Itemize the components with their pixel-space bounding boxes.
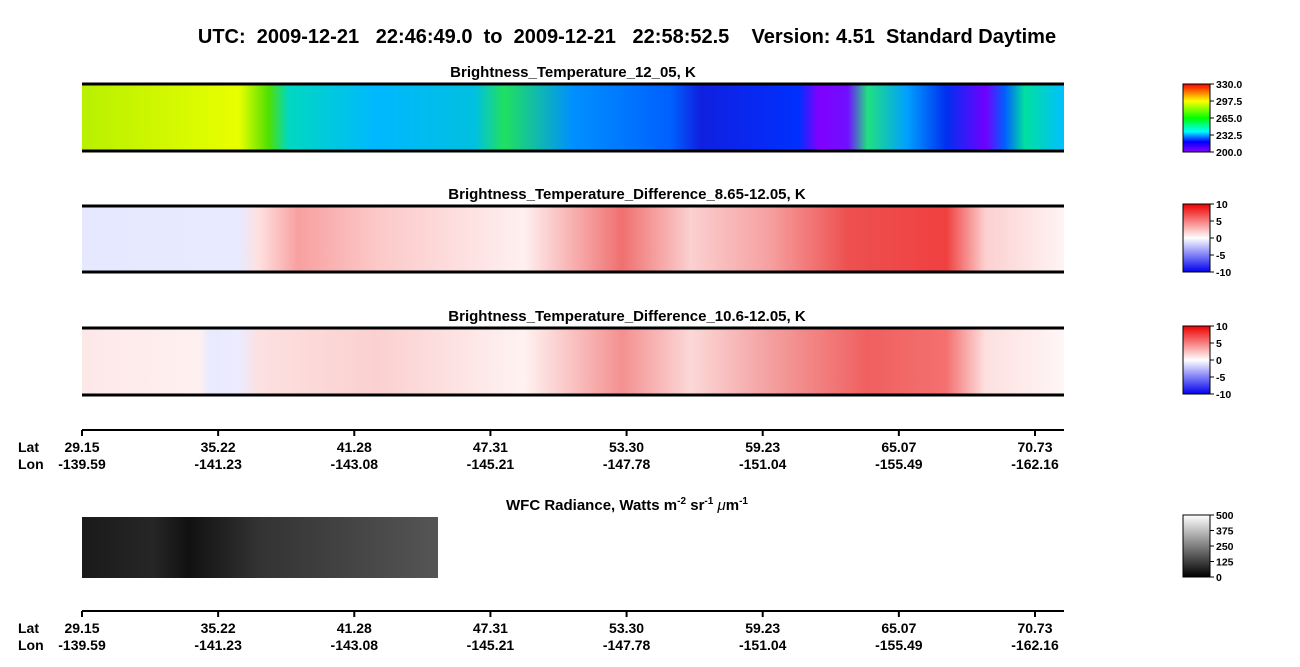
title-part: m — [726, 497, 739, 514]
axis-label: Lat — [18, 439, 39, 455]
lon-label: -155.49 — [875, 456, 923, 472]
lon-label: -145.21 — [467, 456, 515, 472]
lon-label: -139.59 — [58, 456, 106, 472]
page-title: UTC: 2009-12-21 22:46:49.0 to 2009-12-21… — [198, 26, 1056, 48]
colorbar-label: 250 — [1216, 541, 1234, 553]
colorbar-label: 0 — [1216, 233, 1222, 245]
colorbar-label: 297.5 — [1216, 96, 1242, 108]
colorbar — [1182, 83, 1211, 153]
lon-label: -147.78 — [603, 637, 651, 653]
colorbar — [1182, 325, 1211, 395]
lon-label: -162.16 — [1011, 637, 1059, 653]
lon-label: -143.08 — [331, 637, 379, 653]
panel-title: Brightness_Temperature_12_05, K — [450, 64, 696, 81]
axis-label: Lon — [18, 456, 44, 472]
lon-label: -155.49 — [875, 637, 923, 653]
colorbar-label: 10 — [1216, 321, 1228, 333]
colorbar-label: -5 — [1216, 250, 1225, 262]
lon-label: -151.04 — [739, 456, 787, 472]
lat-label: 29.15 — [64, 620, 99, 636]
colorbar-label: 0 — [1216, 572, 1222, 584]
panel-title: Brightness_Temperature_Difference_8.65-1… — [448, 186, 806, 203]
colorbar-label: 5 — [1216, 338, 1222, 350]
colorbar-label: 5 — [1216, 216, 1222, 228]
lat-label: 35.22 — [201, 439, 236, 455]
lat-label: 70.73 — [1017, 439, 1052, 455]
lon-label: -162.16 — [1011, 456, 1059, 472]
colorbar-label: -5 — [1216, 372, 1225, 384]
lat-label: 65.07 — [881, 439, 916, 455]
lat-label: 53.30 — [609, 620, 644, 636]
colorbar-label: 232.5 — [1216, 130, 1242, 142]
panel-title: WFC Radiance, Watts m-2 sr-1 μm-1 — [506, 496, 748, 514]
colorbar-label: 10 — [1216, 199, 1228, 211]
colorbar-label: -10 — [1216, 267, 1231, 279]
lat-label: 47.31 — [473, 439, 508, 455]
lat-label: 59.23 — [745, 439, 780, 455]
colorbar-label: 0 — [1216, 355, 1222, 367]
lat-label: 65.07 — [881, 620, 916, 636]
lon-label: -141.23 — [194, 637, 242, 653]
lon-label: -151.04 — [739, 637, 787, 653]
lon-label: -145.21 — [467, 637, 515, 653]
title-part: -1 — [739, 496, 748, 507]
colorbar-label: 125 — [1216, 557, 1234, 569]
title-part: sr — [686, 497, 705, 514]
panel-borders — [82, 82, 1064, 397]
colorbar-label: -10 — [1216, 389, 1231, 401]
lon-label: -147.78 — [603, 456, 651, 472]
panel-title: Brightness_Temperature_Difference_10.6-1… — [448, 308, 806, 325]
lat-label: 59.23 — [745, 620, 780, 636]
colorbar-label: 265.0 — [1216, 113, 1242, 125]
panel-image — [82, 84, 1064, 151]
axis-label: Lon — [18, 637, 44, 653]
axis-label: Lat — [18, 620, 39, 636]
colorbar-label: 200.0 — [1216, 147, 1242, 159]
lat-label: 70.73 — [1017, 620, 1052, 636]
lon-label: -139.59 — [58, 637, 106, 653]
lat-label: 41.28 — [337, 620, 372, 636]
title-part: -1 — [704, 496, 713, 507]
panel-image — [82, 328, 1064, 395]
colorbar-label: 500 — [1216, 510, 1234, 522]
title-part: μ — [717, 497, 726, 514]
lat-label: 29.15 — [64, 439, 99, 455]
colorbar — [1182, 514, 1211, 578]
colorbar-label: 330.0 — [1216, 79, 1242, 91]
title-part: WFC Radiance, Watts m — [506, 497, 677, 514]
lon-label: -143.08 — [331, 456, 379, 472]
panel-image — [82, 206, 1064, 272]
lat-label: 41.28 — [337, 439, 372, 455]
lat-label: 47.31 — [473, 620, 508, 636]
panel-image — [82, 517, 438, 578]
lat-label: 53.30 — [609, 439, 644, 455]
lat-label: 35.22 — [201, 620, 236, 636]
colorbar — [1182, 203, 1211, 273]
colorbar-label: 375 — [1216, 526, 1234, 538]
title-part: -2 — [677, 496, 686, 507]
lon-label: -141.23 — [194, 456, 242, 472]
